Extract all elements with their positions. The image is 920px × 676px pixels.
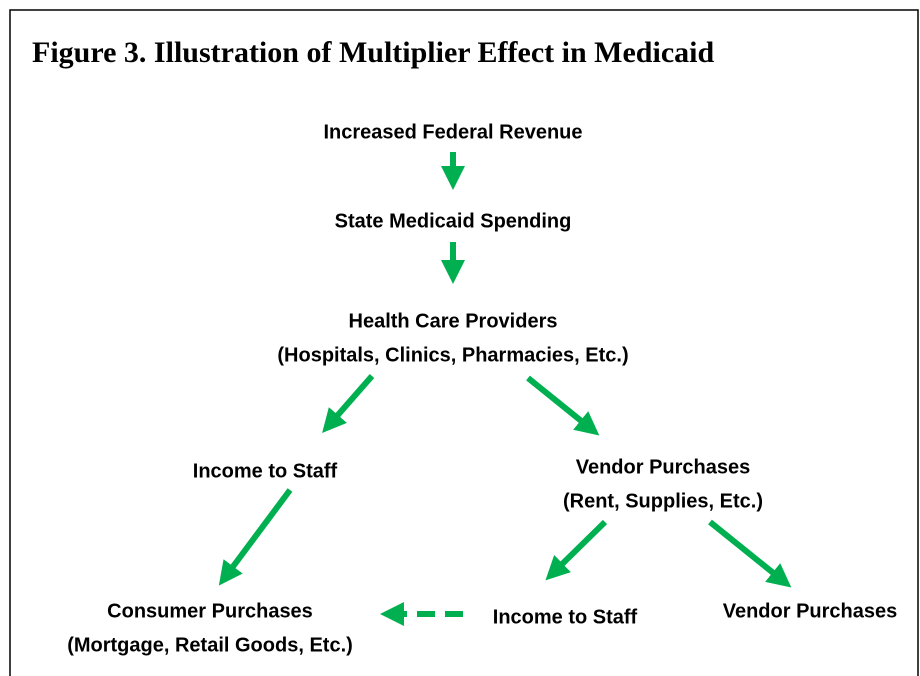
- node-sublabel: (Mortgage, Retail Goods, Etc.): [67, 634, 353, 656]
- frame: [9, 9, 919, 676]
- node-label: Health Care Providers: [349, 310, 558, 332]
- arrows: [218, 152, 792, 626]
- arrow: [218, 488, 293, 586]
- node-label: Income to Staff: [493, 606, 638, 628]
- arrow: [545, 519, 608, 581]
- node-label: Increased Federal Revenue: [323, 121, 582, 143]
- node-sublabel: (Hospitals, Clinics, Pharmacies, Etc.): [277, 344, 628, 366]
- figure-title: Figure 3. Illustration of Multiplier Eff…: [32, 36, 714, 69]
- arrow: [526, 375, 600, 436]
- node-label: Consumer Purchases: [107, 600, 313, 622]
- node-sublabel: (Rent, Supplies, Etc.): [563, 490, 763, 512]
- arrow: [708, 519, 792, 588]
- node-label: Vendor Purchases: [576, 456, 751, 478]
- node-label: Income to Staff: [193, 460, 338, 482]
- node-label: State Medicaid Spending: [335, 210, 572, 232]
- arrow: [322, 374, 375, 434]
- node-label: Vendor Purchases: [723, 600, 898, 622]
